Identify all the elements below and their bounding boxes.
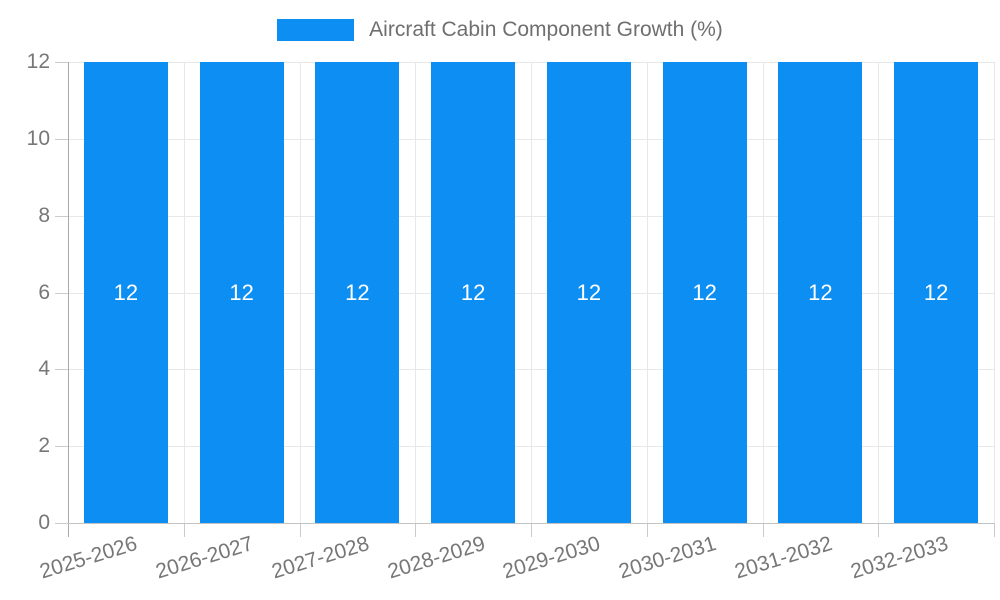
legend-label: Aircraft Cabin Component Growth (%) <box>369 18 723 41</box>
x-tick-label: 2025-2026 <box>37 532 141 584</box>
legend[interactable]: Aircraft Cabin Component Growth (%) <box>0 18 1000 42</box>
y-tick-label: 8 <box>38 203 50 227</box>
bar[interactable] <box>778 62 863 523</box>
bar-value-label: 12 <box>460 279 486 305</box>
x-axis-tick <box>299 523 301 537</box>
bar-value-label: 12 <box>113 279 139 305</box>
x-axis-tick <box>531 523 532 537</box>
y-axis-tick <box>55 446 68 448</box>
x-tick-label: 2029-2030 <box>500 532 604 584</box>
bar-value-label: 12 <box>576 279 602 305</box>
y-tick-label: 6 <box>38 280 50 304</box>
x-tick-label: 2031-2032 <box>732 532 835 584</box>
y-tick-label: 2 <box>38 434 50 458</box>
bar[interactable] <box>546 62 631 523</box>
y-tick-label: 12 <box>26 50 50 73</box>
bar-value-label: 12 <box>692 279 717 305</box>
y-axis-tick <box>55 292 68 294</box>
y-axis-tick <box>55 62 68 63</box>
gridline-x <box>878 62 880 523</box>
gridline-x <box>299 62 301 523</box>
x-axis-tick <box>415 523 417 537</box>
bar[interactable] <box>431 62 516 523</box>
x-axis-tick <box>878 523 880 537</box>
bar[interactable] <box>199 62 284 523</box>
gridline-x <box>646 62 648 523</box>
x-axis-line <box>68 523 994 524</box>
x-tick-label: 2028-2029 <box>384 532 488 584</box>
y-axis-tick <box>55 523 68 524</box>
bar[interactable] <box>83 62 168 523</box>
legend-swatch-icon <box>277 19 355 41</box>
gridline-x <box>762 62 764 523</box>
x-axis-tick <box>762 523 764 537</box>
bar[interactable] <box>662 62 747 523</box>
gridline-x <box>415 62 417 523</box>
bar-value-label: 12 <box>923 279 949 305</box>
y-tick-label: 10 <box>26 126 50 150</box>
y-tick-label: 4 <box>38 357 50 381</box>
bar-value-label: 12 <box>808 279 833 305</box>
x-axis-tick <box>646 523 648 537</box>
bar[interactable] <box>894 62 979 523</box>
gridline-x <box>994 62 995 523</box>
x-tick-label: 2026-2027 <box>153 532 257 584</box>
y-axis-tick <box>55 138 68 140</box>
x-tick-label: 2027-2028 <box>269 532 372 584</box>
bar-value-label: 12 <box>229 279 254 305</box>
gridline-x <box>531 62 532 523</box>
x-axis-tick <box>994 523 995 537</box>
bar[interactable] <box>315 62 400 523</box>
y-axis-line <box>68 62 69 537</box>
x-tick-label: 2032-2033 <box>847 532 951 584</box>
x-tick-label: 2030-2031 <box>616 532 720 584</box>
y-axis-tick <box>55 369 68 371</box>
y-tick-label: 0 <box>38 511 50 534</box>
x-axis-tick <box>183 523 185 537</box>
bar-value-label: 12 <box>345 279 370 305</box>
gridline-x <box>183 62 185 523</box>
y-axis-tick <box>55 215 68 217</box>
